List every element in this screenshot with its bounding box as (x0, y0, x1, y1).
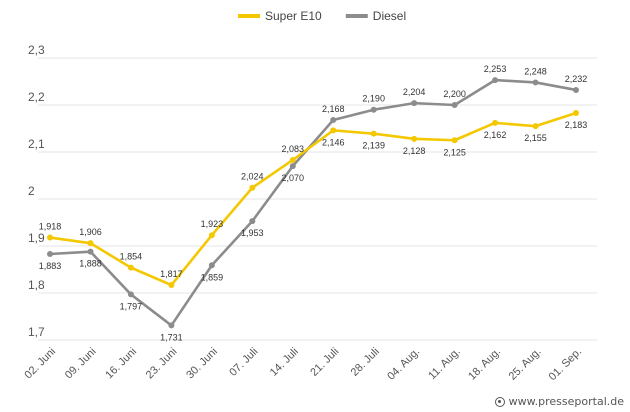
y-tick-label: 1,9 (28, 231, 45, 245)
data-label: 2,190 (362, 94, 385, 104)
data-label: 2,162 (484, 130, 507, 140)
data-label: 2,125 (443, 147, 466, 157)
series-line (49, 78, 577, 327)
data-point (208, 262, 215, 269)
x-tick-label: 30. Juni (184, 346, 220, 382)
data-point (47, 234, 53, 241)
data-point (47, 250, 53, 257)
x-tick-label: 02. Juni (22, 346, 58, 382)
data-label: 1,817 (160, 269, 183, 279)
data-label: 2,200 (443, 89, 466, 99)
credit-text: www.presseportal.de (508, 395, 624, 408)
data-label: 1,953 (241, 228, 264, 238)
data-point (168, 282, 175, 289)
data-label: 2,070 (282, 173, 305, 183)
data-point (168, 322, 175, 329)
data-point (87, 240, 94, 247)
data-point (330, 127, 337, 134)
legend-label: Diesel (373, 9, 406, 23)
data-label: 2,183 (565, 120, 588, 130)
data-point (532, 79, 539, 86)
x-tick-label: 25. Aug. (507, 346, 544, 383)
x-tick-label: 16. Juni (103, 346, 139, 382)
x-tick-label: 04. Aug. (385, 346, 422, 383)
data-label: 2,139 (362, 141, 385, 151)
y-tick-label: 1,7 (28, 325, 45, 339)
data-label: 2,146 (322, 137, 345, 147)
x-tick-label: 09. Juni (63, 346, 99, 382)
data-label: 2,083 (282, 144, 305, 154)
data-label: 1,883 (39, 261, 62, 271)
y-tick-label: 2,2 (28, 90, 45, 104)
data-point (289, 163, 296, 170)
data-point (330, 117, 337, 124)
data-label: 2,024 (241, 172, 264, 182)
y-tick-label: 2 (28, 184, 35, 198)
data-label: 1,888 (79, 259, 102, 269)
data-point (370, 106, 377, 113)
y-tick-label: 2,3 (28, 43, 45, 57)
data-point (411, 100, 418, 107)
x-tick-label: 14. Juli (268, 346, 301, 379)
data-label: 1,859 (201, 272, 224, 282)
data-point (249, 218, 256, 225)
data-point (127, 291, 134, 298)
data-label: 1,731 (160, 332, 183, 342)
credit: www.presseportal.de (494, 395, 624, 408)
x-tick-label: 11. Aug. (426, 346, 462, 382)
data-label: 1,923 (201, 219, 224, 229)
x-tick-label: 21. Juli (308, 346, 341, 379)
data-point (492, 119, 499, 126)
data-label: 1,918 (39, 222, 62, 232)
data-label: 1,906 (79, 227, 102, 237)
presseportal-icon (494, 396, 505, 407)
data-point (289, 156, 296, 163)
line-chart: 1,7 1,8 1,9 2 2,1 2,2 2,3 02. Juni 09. Juni 16. J… (22, 9, 597, 383)
x-tick-label: 01. Sep. (547, 346, 584, 383)
data-label: 2,155 (524, 133, 547, 143)
data-point (532, 123, 539, 130)
data-label: 2,253 (484, 64, 507, 74)
data-point (208, 232, 215, 239)
x-tick-label: 07. Juli (227, 346, 260, 379)
data-point (127, 264, 134, 271)
data-point (249, 184, 256, 191)
data-label: 2,128 (403, 146, 426, 156)
data-label: 2,248 (524, 66, 547, 76)
x-tick-label: 18. Aug. (466, 346, 503, 383)
data-point (451, 102, 458, 108)
data-label: 2,204 (403, 87, 426, 97)
y-tick-label: 1,8 (28, 278, 45, 292)
data-point (573, 109, 579, 116)
data-point (451, 137, 458, 144)
data-point (573, 86, 579, 93)
data-label: 1,797 (120, 301, 143, 311)
legend-label: Super E10 (265, 9, 322, 23)
data-label: 1,854 (120, 252, 143, 262)
data-label: 2,232 (565, 74, 588, 84)
data-point (87, 248, 94, 255)
data-point (370, 130, 377, 137)
data-label: 2,168 (322, 104, 345, 114)
x-tick-label: 28. Juli (349, 346, 382, 379)
x-tick-label: 23. Juni (144, 346, 180, 382)
y-tick-label: 2,1 (28, 137, 45, 151)
data-point (411, 135, 418, 142)
series-line (49, 111, 577, 287)
data-point (492, 77, 499, 84)
